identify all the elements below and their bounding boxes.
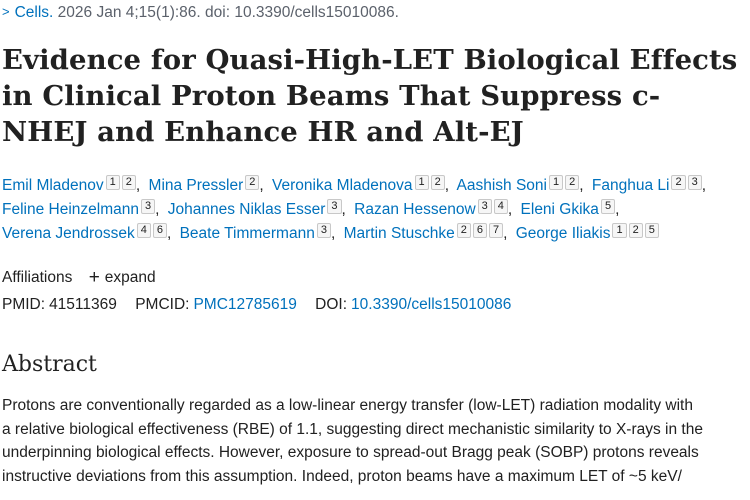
author-item: Razan Hessenow 3 4 (354, 199, 508, 218)
author-name-link[interactable]: Johannes Niklas Esser (167, 201, 326, 218)
pmid-value: 41511369 (49, 296, 117, 313)
affiliation-badge[interactable]: 1 (612, 223, 627, 238)
citation-line: > Cells. 2026 Jan 4;15(1):86. doi: 10.339… (2, 3, 399, 23)
author-item: Feline Heinzelmann 3 (2, 199, 156, 218)
citation-details: 2026 Jan 4;15(1):86. doi: 10.3390/cells1… (57, 4, 399, 21)
abstract-line: Protons are conventionally regarded as a… (2, 397, 693, 414)
affiliation-badge[interactable]: 5 (644, 223, 659, 238)
author-item: Beate Timmermann 3 (179, 223, 331, 242)
identifiers-row: PMID: 41511369 PMCID: PMC12785619 DOI: 10.3… (2, 294, 511, 316)
affiliation-badge[interactable]: 2 (565, 175, 580, 190)
pmcid-link[interactable]: PMC12785619 (193, 296, 297, 313)
expand-toggle[interactable]: expand (104, 269, 156, 286)
affiliation-badge[interactable]: 6 (152, 223, 167, 238)
author-item: Veronika Mladenova 1 2 (272, 175, 445, 194)
chevron-right-icon[interactable]: > (2, 4, 10, 19)
author-item: Martin Stuschke 2 6 7 (343, 223, 504, 242)
affiliation-badge[interactable]: 1 (414, 175, 429, 190)
affiliation-badge[interactable]: 3 (141, 199, 156, 214)
author-list: Emil Mladenov 1 2, Mina Pressler 2, Veronik… (2, 175, 706, 242)
author-name-link[interactable]: Beate Timmermann (179, 225, 315, 242)
affiliation-badge[interactable]: 3 (687, 175, 702, 190)
author-name-link[interactable]: Veronika Mladenova (272, 177, 413, 194)
abstract-heading: Abstract (2, 352, 97, 377)
author-name-link[interactable]: Mina Pressler (148, 177, 244, 194)
abstract-line: instructive deviations from this assumpt… (2, 467, 682, 485)
affiliation-badge[interactable]: 4 (136, 223, 151, 238)
author-name-link[interactable]: Aashish Soni (456, 177, 547, 194)
affiliation-badge[interactable]: 4 (493, 199, 508, 214)
pmid-label: PMID: (2, 296, 46, 313)
doi-label: DOI: (315, 296, 348, 313)
affiliation-badge[interactable]: 2 (121, 175, 136, 190)
author-item: George Iliakis 1 2 5 (515, 223, 659, 242)
doi-link[interactable]: 10.3390/cells15010086 (351, 296, 512, 313)
abstract-text: Protons are conventionally regarded as a… (2, 394, 750, 488)
author-item: Eleni Gkika 5 (520, 199, 616, 218)
affiliation-badge[interactable]: 6 (472, 223, 487, 238)
author-name-link[interactable]: George Iliakis (515, 225, 611, 242)
article-title: Evidence for Quasi-High-LET Biological E… (2, 44, 738, 148)
author-item: Mina Pressler 2 (148, 175, 260, 194)
author-name-link[interactable]: Razan Hessenow (354, 201, 476, 218)
affiliation-badge[interactable]: 2 (671, 175, 686, 190)
author-name-link[interactable]: Verena Jendrossek (2, 225, 135, 242)
affiliation-badge[interactable]: 1 (549, 175, 564, 190)
author-item: Johannes Niklas Esser 3 (167, 199, 342, 218)
affiliation-badge[interactable]: 3 (477, 199, 492, 214)
author-name-link[interactable]: Emil Mladenov (2, 177, 104, 194)
author-item: Verena Jendrossek 4 6 (2, 223, 167, 242)
affiliation-badge[interactable]: 3 (327, 199, 342, 214)
plus-icon[interactable]: + (88, 267, 100, 288)
author-name-link[interactable]: Fanghua Li (591, 177, 670, 194)
affiliation-badge[interactable]: 5 (600, 199, 616, 214)
affiliation-badge[interactable]: 2 (628, 223, 643, 238)
author-name-link[interactable]: Martin Stuschke (343, 225, 455, 242)
author-name-link[interactable]: Eleni Gkika (520, 201, 599, 218)
affiliations-label: Affiliations (2, 269, 73, 286)
author-item: Emil Mladenov 1 2 (2, 175, 136, 194)
affiliation-badge[interactable]: 2 (245, 175, 260, 190)
affiliation-badge[interactable]: 3 (316, 223, 331, 238)
author-item: Fanghua Li 2 3 (591, 175, 702, 194)
journal-link[interactable]: Cells. (14, 4, 54, 21)
abstract-line: a relative biological effectiveness (RBE… (2, 420, 703, 438)
abstract-line: underpinning biological effects. However… (2, 444, 699, 461)
affiliation-badge[interactable]: 7 (488, 223, 504, 238)
affiliation-badge[interactable]: 1 (105, 175, 120, 190)
author-name-link[interactable]: Feline Heinzelmann (2, 201, 139, 218)
affiliation-badge[interactable]: 2 (430, 175, 445, 190)
pmcid-label: PMCID: (135, 296, 190, 313)
author-item: Aashish Soni 1 2 (456, 175, 580, 194)
affiliations-row: Affiliations + expand (2, 266, 156, 289)
affiliation-badge[interactable]: 2 (456, 223, 471, 238)
